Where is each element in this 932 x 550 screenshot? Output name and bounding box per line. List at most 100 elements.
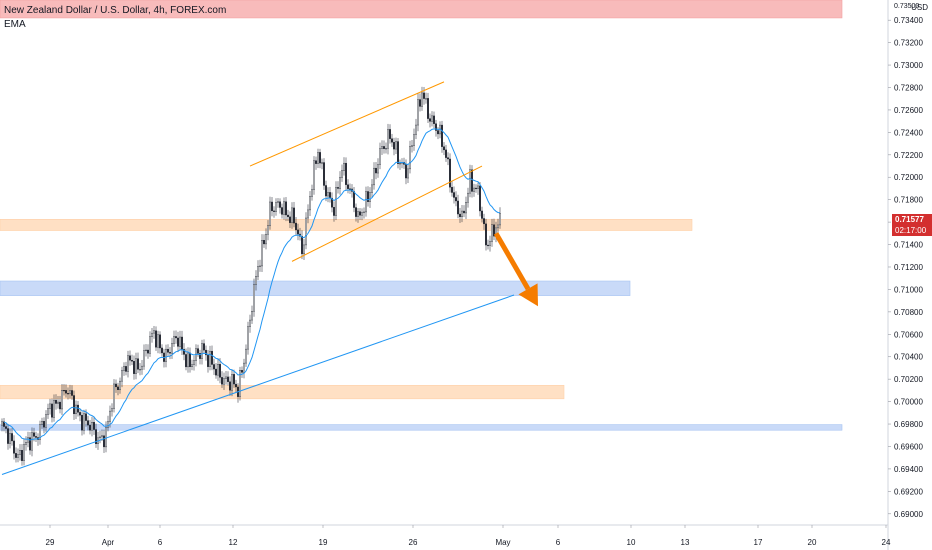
candle-body bbox=[287, 214, 289, 218]
symbol-title: New Zealand Dollar / U.S. Dollar, 4h, FO… bbox=[4, 5, 227, 16]
candle-body bbox=[367, 191, 369, 202]
currency-label: USD bbox=[911, 3, 928, 12]
candle-body bbox=[303, 244, 305, 255]
candle-body bbox=[273, 210, 275, 212]
price-tick-label: 0.69600 bbox=[894, 442, 923, 451]
candle-body bbox=[169, 352, 171, 354]
candle-body bbox=[357, 211, 359, 217]
candle-body bbox=[209, 350, 211, 367]
candle-body bbox=[239, 370, 241, 397]
candle-body bbox=[241, 370, 243, 373]
candle-body bbox=[185, 354, 187, 368]
candle-body bbox=[143, 350, 145, 367]
candle-body bbox=[245, 348, 247, 364]
candle-body bbox=[133, 361, 135, 374]
price-tick-label: 0.72000 bbox=[894, 173, 923, 182]
candle-body bbox=[407, 168, 409, 179]
candle-body bbox=[331, 197, 333, 208]
candle-body bbox=[87, 420, 89, 426]
candle-body bbox=[419, 99, 421, 107]
candle-body bbox=[293, 207, 295, 224]
candle-body bbox=[373, 167, 375, 186]
candle-body bbox=[115, 383, 117, 388]
red-zone bbox=[0, 0, 843, 19]
candle-body bbox=[399, 163, 401, 165]
candle-body bbox=[179, 336, 181, 347]
candle-body bbox=[211, 350, 213, 365]
candle-body bbox=[121, 370, 123, 382]
candle-body bbox=[173, 336, 175, 344]
candle-body bbox=[347, 184, 349, 189]
candle-body bbox=[391, 138, 393, 143]
candle-body bbox=[315, 160, 317, 164]
candle-body bbox=[415, 124, 417, 135]
candle-body bbox=[457, 200, 459, 215]
candle-body bbox=[343, 162, 345, 171]
candle-body bbox=[349, 188, 351, 190]
candle-body bbox=[9, 433, 11, 444]
candle-body bbox=[35, 436, 37, 438]
candle-body bbox=[99, 436, 101, 439]
candle-body bbox=[369, 192, 371, 202]
price-tick-label: 0.72800 bbox=[894, 84, 923, 93]
candle-body bbox=[223, 378, 225, 385]
candle-body bbox=[201, 343, 203, 359]
candle-body bbox=[71, 390, 73, 396]
candle-body bbox=[271, 201, 273, 212]
candle-body bbox=[73, 395, 75, 415]
candle-body bbox=[323, 162, 325, 186]
candle-body bbox=[321, 162, 323, 164]
candle-body bbox=[433, 115, 435, 124]
candle-body bbox=[477, 185, 479, 189]
candle-body bbox=[177, 337, 179, 347]
candle-body bbox=[65, 390, 67, 394]
time-tick-label: 29 bbox=[46, 538, 55, 547]
candle-body bbox=[377, 164, 379, 174]
time-tick-label: 26 bbox=[409, 538, 418, 547]
candle-body bbox=[135, 358, 137, 374]
price-tick-label: 0.72400 bbox=[894, 128, 923, 137]
candle-body bbox=[233, 374, 235, 385]
candle-body bbox=[289, 216, 291, 223]
candle-body bbox=[85, 413, 87, 421]
candle-body bbox=[81, 414, 83, 431]
candle-body bbox=[125, 366, 127, 372]
price-axis: 0.73400 0.73200 0.73000 0.72800 0.72600 0.724… bbox=[887, 0, 923, 550]
candle-body bbox=[445, 149, 447, 158]
candle-body bbox=[251, 311, 253, 321]
candle-body bbox=[265, 233, 267, 245]
candle-body bbox=[499, 213, 501, 226]
candle-body bbox=[389, 129, 391, 139]
candle-body bbox=[235, 383, 237, 388]
candle-body bbox=[227, 376, 229, 382]
candle-body bbox=[253, 284, 255, 312]
candle-body bbox=[459, 213, 461, 218]
candle-body bbox=[145, 349, 147, 352]
candle-body bbox=[67, 393, 69, 395]
indicator-label[interactable]: EMA bbox=[4, 19, 26, 30]
candle-body bbox=[379, 148, 381, 165]
candle-body bbox=[33, 432, 35, 437]
candle-body bbox=[339, 177, 341, 189]
candle-body bbox=[259, 265, 261, 267]
price-tick-label: 0.73400 bbox=[894, 16, 923, 25]
candle-body bbox=[365, 191, 367, 213]
candle-body bbox=[461, 210, 463, 218]
candle-body bbox=[69, 390, 71, 394]
candle-body bbox=[167, 348, 169, 353]
candle-body bbox=[371, 184, 373, 193]
candle-body bbox=[423, 92, 425, 99]
candle-body bbox=[361, 212, 363, 216]
candle-body bbox=[151, 332, 153, 337]
candle-body bbox=[149, 336, 151, 354]
candle-body bbox=[183, 348, 185, 355]
candle-body bbox=[309, 196, 311, 211]
candle-body bbox=[43, 421, 45, 428]
candle-body bbox=[275, 202, 277, 212]
candle-body bbox=[79, 412, 81, 416]
candle-body bbox=[171, 343, 173, 354]
candle-body bbox=[385, 148, 387, 150]
trendline-line bbox=[1, 294, 515, 475]
candle-body bbox=[297, 229, 299, 235]
